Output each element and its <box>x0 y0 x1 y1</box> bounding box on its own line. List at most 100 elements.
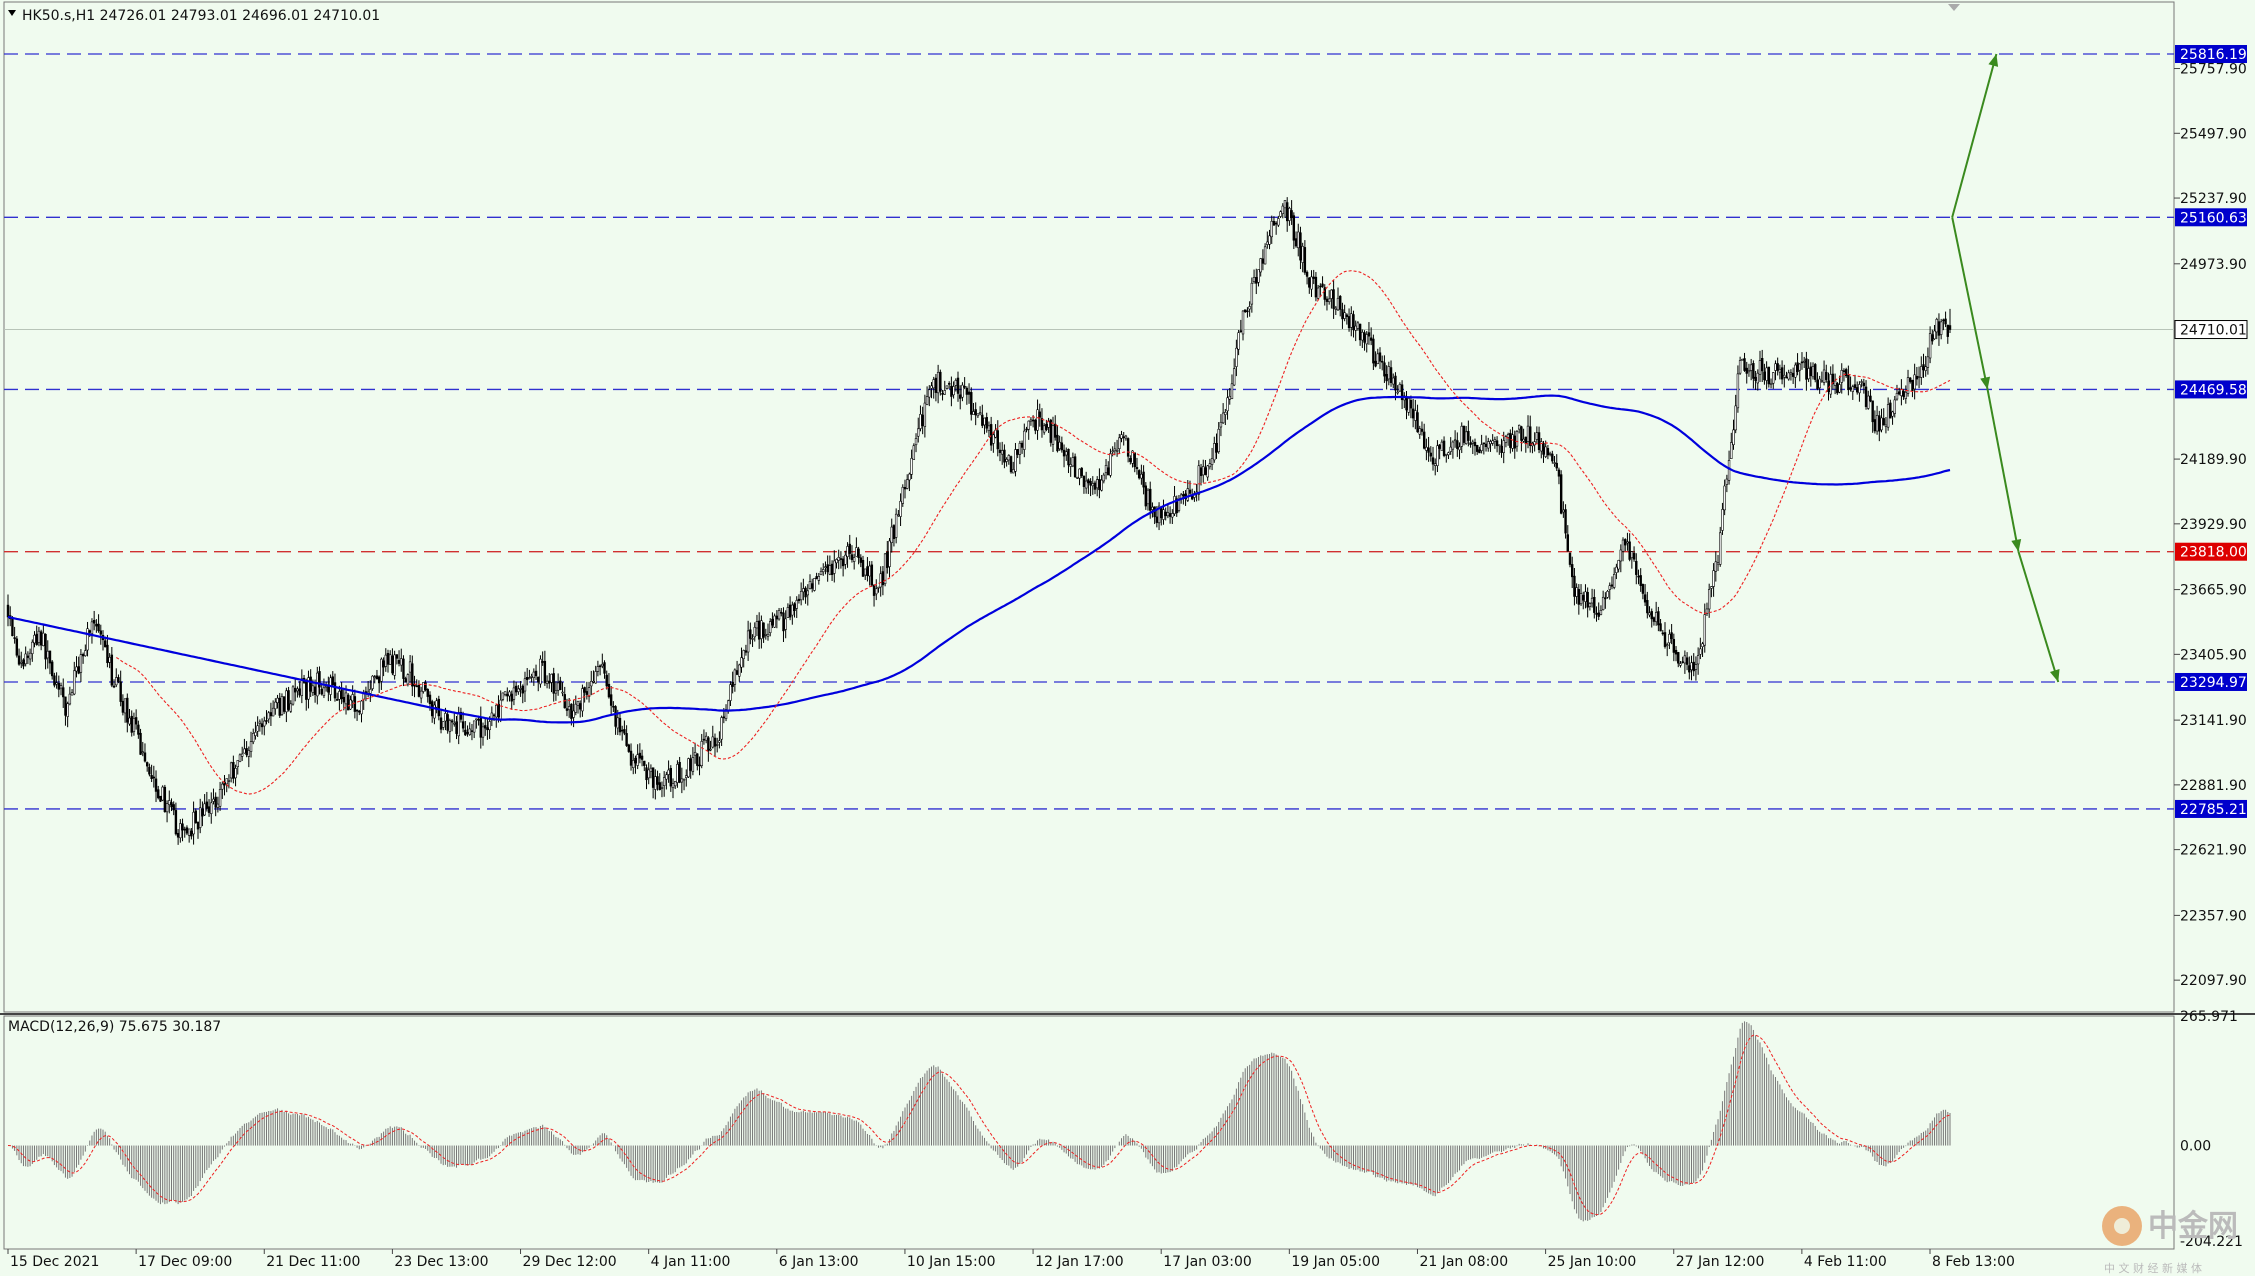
candle-body <box>1257 269 1260 283</box>
candle-body <box>786 607 790 618</box>
candle-body <box>126 697 129 723</box>
candle-body <box>503 691 507 695</box>
candle-body <box>1007 455 1011 461</box>
candle-body <box>159 795 162 802</box>
candle-body <box>1078 468 1081 479</box>
candle-body <box>192 811 195 835</box>
candle-body <box>519 688 522 690</box>
candle-body <box>1458 446 1461 451</box>
candle-body <box>305 680 308 700</box>
candle-body <box>1504 436 1508 443</box>
candle-body <box>525 677 529 680</box>
candle-body <box>870 564 874 586</box>
candle-body <box>181 823 184 831</box>
candle-body <box>1389 367 1393 383</box>
candle-body <box>623 729 626 734</box>
candle-body <box>221 783 224 790</box>
candle-body <box>1467 430 1470 441</box>
candle-body <box>886 551 889 569</box>
candle-body <box>1491 440 1494 444</box>
candle-body <box>1093 482 1097 490</box>
y-tick-label-8: 23141.90 <box>2180 713 2247 729</box>
candle-body <box>928 389 931 398</box>
candle-body <box>1014 449 1017 472</box>
candle-body <box>1217 428 1220 452</box>
candle-body <box>355 709 359 712</box>
y-tick-label-12: 22097.90 <box>2180 973 2247 989</box>
candle-body <box>788 604 792 618</box>
candle-body <box>1358 323 1362 341</box>
candle-body <box>837 557 840 561</box>
candle-body <box>1544 446 1547 457</box>
candle-body <box>1107 467 1110 476</box>
candle-body <box>649 767 653 772</box>
candle-body <box>1619 549 1623 562</box>
level-label-2: 24469.58 <box>2180 382 2247 398</box>
candle-body <box>592 680 595 683</box>
candle-body <box>380 658 383 682</box>
candle-body <box>269 712 273 717</box>
candle-body <box>1842 370 1846 372</box>
candle-body <box>1400 384 1404 401</box>
candle-body <box>187 828 191 836</box>
candle-body <box>970 392 973 415</box>
candle-body <box>1456 440 1459 449</box>
candle-body <box>1814 364 1817 380</box>
candle-body <box>1277 218 1280 226</box>
x-tick-label-12: 25 Jan 10:00 <box>1548 1254 1637 1270</box>
candle-body <box>689 758 692 771</box>
candle-body <box>901 486 904 504</box>
candle-body <box>1142 471 1145 488</box>
candle-body <box>1630 551 1634 559</box>
candle-body <box>848 543 851 554</box>
candle-body <box>402 658 405 679</box>
candle-body <box>59 685 63 689</box>
candle-body <box>444 713 447 722</box>
candle-body <box>1084 480 1088 489</box>
candle-body <box>442 721 445 728</box>
candle-body <box>1749 364 1753 371</box>
level-label-box-0 <box>2175 45 2247 64</box>
candle-body <box>724 709 728 719</box>
candle-body <box>1199 467 1203 476</box>
candle-body <box>1926 356 1930 368</box>
candle-body <box>528 677 531 679</box>
candle-body <box>42 632 45 647</box>
candle-body <box>976 413 980 417</box>
candle-body <box>534 670 538 677</box>
candle-body <box>278 697 281 716</box>
candle-body <box>833 560 836 574</box>
candle-body <box>1040 418 1044 431</box>
candle-body <box>1073 456 1077 478</box>
level-label-box-3 <box>2175 542 2247 561</box>
candle-body <box>340 689 343 700</box>
candle-body <box>1867 395 1870 409</box>
candle-body <box>31 641 34 655</box>
candle-body <box>408 661 412 673</box>
candle-body <box>1378 352 1382 362</box>
candle-body <box>897 514 900 517</box>
candle-body <box>1069 464 1072 467</box>
candle-body <box>561 691 564 694</box>
candle-body <box>99 630 102 635</box>
x-tick-label-9: 17 Jan 03:00 <box>1163 1254 1252 1270</box>
candle-body <box>702 738 706 741</box>
candle-body <box>117 677 120 682</box>
candle-body <box>145 762 149 767</box>
candle-body <box>620 729 624 732</box>
macd-y-tick-label-1: 0.00 <box>2180 1139 2211 1155</box>
y-tick-label-3: 24973.90 <box>2180 257 2247 273</box>
candle-body <box>75 666 78 672</box>
candle-body <box>1904 391 1908 399</box>
candle-body <box>360 700 363 715</box>
candle-body <box>37 630 41 643</box>
candle-body <box>583 687 586 693</box>
candle-body <box>751 638 754 640</box>
candle-body <box>1599 610 1603 615</box>
candle-body <box>888 540 891 567</box>
candle-body <box>57 682 61 690</box>
candle-body <box>1228 395 1231 400</box>
candle-body <box>1858 384 1861 394</box>
